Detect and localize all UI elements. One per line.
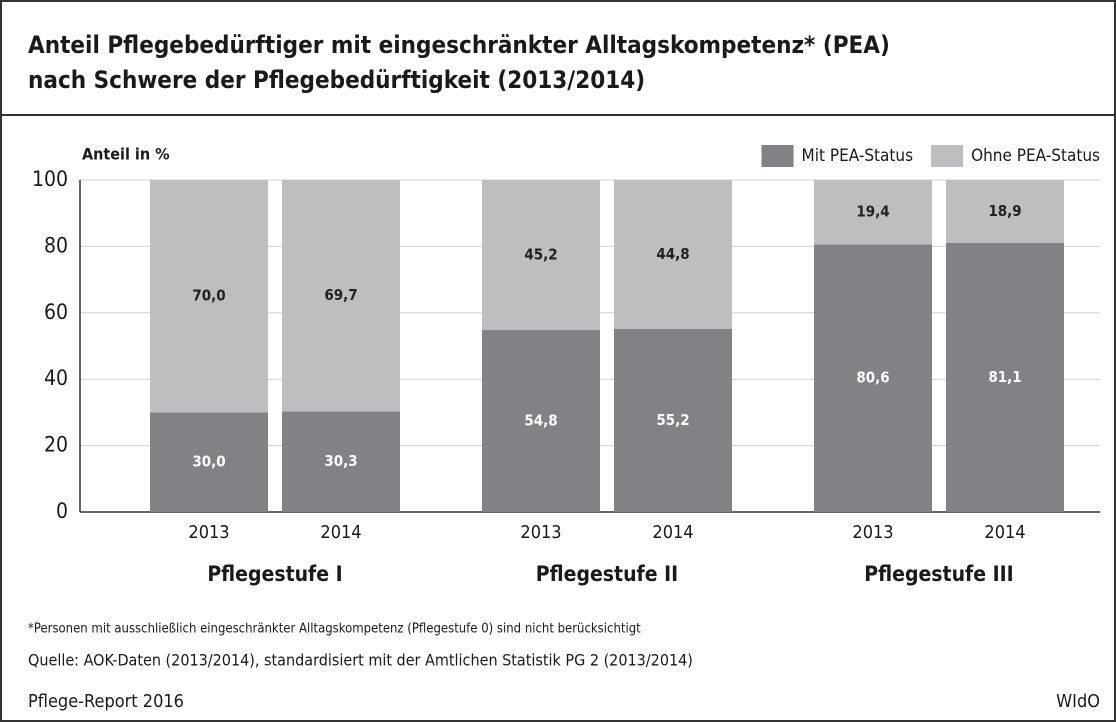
bar-segment — [482, 180, 600, 331]
bar-segment — [946, 242, 1064, 513]
x-tick-label: 2014 — [652, 522, 693, 543]
bar-segment — [150, 412, 268, 512]
data-label: 30,0 — [192, 453, 225, 471]
data-label: 70,0 — [192, 287, 225, 305]
data-label: 19,4 — [856, 203, 889, 221]
x-tick-label: 2013 — [852, 522, 893, 543]
bar-segment — [614, 328, 732, 512]
data-label: 44,8 — [656, 245, 689, 263]
chart-title: nach Schwere der Pflegebedürftigkeit (20… — [28, 66, 645, 94]
legend-label: Mit PEA-Status — [802, 146, 914, 166]
x-tick-label: 2013 — [520, 522, 561, 543]
footnote: *Personen mit ausschließlich eingeschrän… — [28, 622, 641, 637]
data-label: 55,2 — [656, 411, 689, 429]
y-tick-label: 100 — [32, 167, 68, 191]
group-label: Pflegestufe I — [207, 562, 342, 586]
data-label: 80,6 — [856, 369, 889, 387]
bar-segment — [946, 180, 1064, 243]
data-label: 54,8 — [524, 412, 557, 430]
legend-swatch — [931, 145, 964, 167]
y-tick-label: 20 — [44, 433, 68, 457]
data-label: 69,7 — [324, 286, 357, 304]
y-tick-label: 80 — [44, 233, 68, 257]
bar-segment — [814, 180, 932, 245]
legend-label: Ohne PEA-Status — [971, 146, 1100, 166]
y-tick-label: 60 — [44, 300, 68, 324]
footer-left: Pflege-Report 2016 — [28, 691, 184, 712]
y-axis-label: Anteil in % — [82, 145, 170, 164]
x-tick-label: 2014 — [320, 522, 361, 543]
group-label: Pflegestufe III — [864, 562, 1013, 586]
bar-segment — [282, 411, 400, 512]
y-tick-label: 0 — [56, 499, 68, 523]
data-label: 30,3 — [324, 452, 357, 470]
footer-right: WIdO — [1056, 691, 1100, 712]
bar-segment — [614, 180, 732, 329]
bar-segment — [814, 244, 932, 512]
bar-segment — [282, 180, 400, 412]
x-tick-label: 2014 — [984, 522, 1025, 543]
x-tick-label: 2013 — [188, 522, 229, 543]
group-label: Pflegestufe II — [536, 562, 678, 586]
legend-swatch — [761, 145, 794, 167]
y-tick-label: 40 — [44, 366, 68, 390]
source: Quelle: AOK-Daten (2013/2014), standardi… — [28, 651, 693, 670]
bar-segment — [150, 180, 268, 413]
data-label: 45,2 — [524, 246, 557, 264]
chart-title: Anteil Pflegebedürftiger mit eingeschrän… — [28, 31, 890, 59]
data-label: 81,1 — [988, 368, 1021, 386]
data-label: 18,9 — [988, 202, 1021, 220]
bar-segment — [482, 330, 600, 512]
